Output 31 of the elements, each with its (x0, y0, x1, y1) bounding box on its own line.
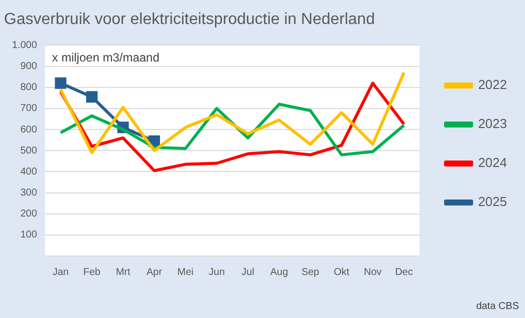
x-tick-label: Mei (177, 266, 194, 278)
x-tick-label: Okt (334, 266, 350, 278)
y-tick-label: 600 (20, 124, 38, 136)
x-tick-label: Jul (242, 266, 254, 278)
legend-label: 2024 (478, 155, 507, 170)
x-tick-label: Apr (146, 266, 163, 278)
x-tick-label: Feb (83, 266, 101, 278)
y-tick-label: 400 (20, 166, 38, 178)
x-tick-label: Sep (301, 266, 320, 278)
x-tick-label: Jun (208, 266, 225, 278)
point (54, 77, 66, 89)
x-tick-label: Aug (270, 266, 288, 278)
y-tick-label: 300 (20, 188, 38, 199)
legend-label: 2025 (478, 194, 507, 210)
y-tick-label: 700 (20, 103, 38, 114)
x-tick-label: Jan (52, 266, 69, 278)
x-tick-label: Nov (364, 266, 382, 278)
y-tick-label: 800 (20, 82, 38, 94)
legend-label: 2022 (478, 77, 507, 92)
chart-title: Gasverbruik voor elektriciteitsproductie in Nederland (4, 11, 375, 28)
y-tick-label: 500 (20, 145, 38, 156)
y-tick-label: 200 (20, 208, 38, 220)
x-tick-label: Mrt (116, 266, 130, 278)
point (86, 91, 98, 103)
y-tick-label: 900 (20, 61, 38, 72)
text: data CBS (476, 300, 520, 312)
y-tick-label: 1.000 (12, 40, 38, 51)
x-tick-label: Dec (395, 266, 413, 278)
legend-label: 2023 (478, 116, 507, 132)
annotation: x miljoen m3/maand (52, 50, 160, 65)
y-tick-label: 100 (20, 230, 38, 241)
